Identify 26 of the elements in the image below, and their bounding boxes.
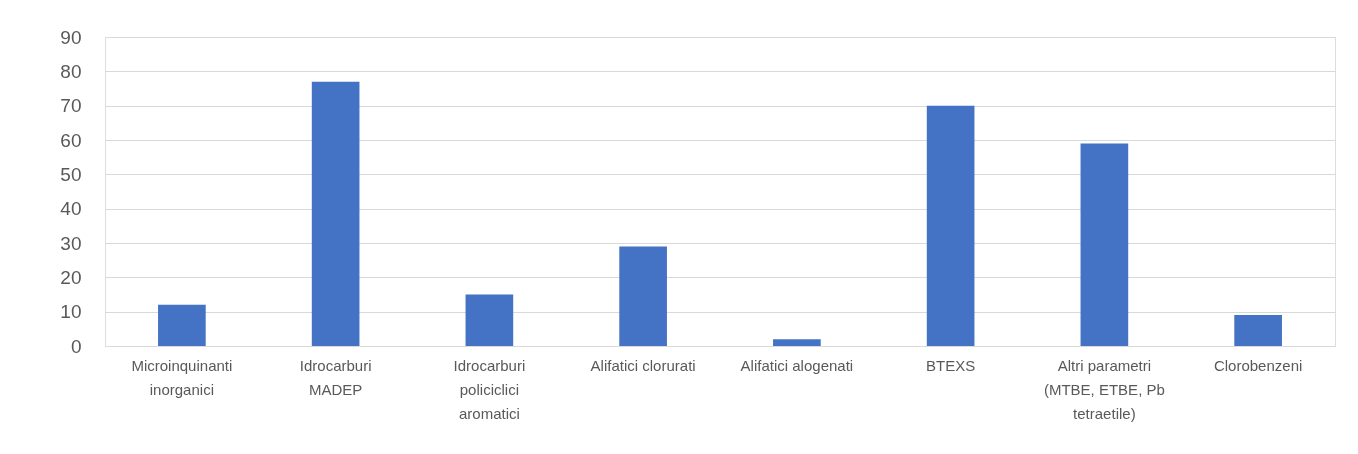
bar [773, 339, 821, 346]
x-tick-label: Clorobenzeni [1213, 356, 1303, 374]
y-tick-label: 50 [60, 163, 82, 185]
y-tick-label: 70 [60, 95, 82, 117]
bar [619, 246, 667, 346]
x-tick-label: Idrocarburi MADEP [299, 356, 372, 398]
x-tick-label: BTEXS [926, 356, 976, 374]
y-tick-label: 10 [60, 301, 82, 323]
y-tick-label: 30 [60, 232, 82, 254]
x-tick-label: Alifatici clorurati [590, 356, 696, 374]
y-tick-label: 0 [70, 335, 82, 357]
bar [311, 81, 360, 346]
bar [926, 105, 975, 346]
x-tick-label: Alifatici alogenati [740, 356, 854, 374]
x-tick-label: Altri parametri (MTBE, ETBE, Pb tetraetile) [1043, 356, 1165, 422]
y-tick-label: 60 [60, 129, 82, 151]
x-tick-label: Idrocarburi policiclici aromatici [453, 356, 526, 422]
y-tick-label: 90 [60, 26, 82, 48]
bar [465, 294, 514, 346]
bar [1234, 315, 1282, 346]
y-tick-label: 40 [60, 198, 82, 220]
bar [158, 304, 206, 346]
y-tick-label: 80 [60, 60, 82, 82]
bar [1080, 143, 1129, 346]
y-tick-label: 20 [60, 266, 82, 288]
x-tick-label: Microinquinanti inorganici [131, 356, 233, 398]
